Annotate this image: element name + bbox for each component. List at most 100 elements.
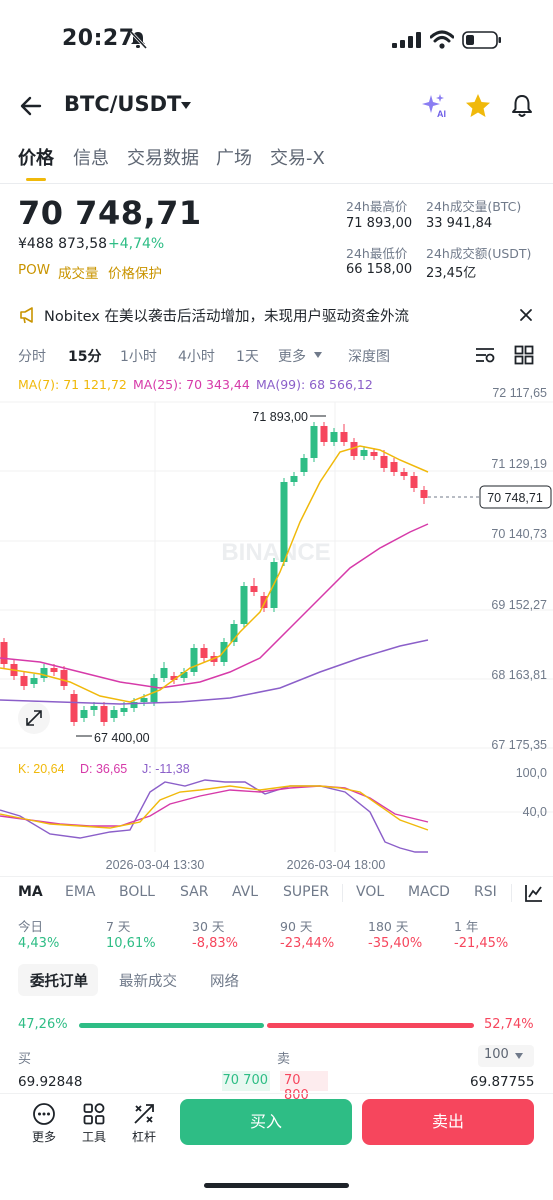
price-tick: 67 175,35 bbox=[491, 738, 547, 752]
leverage-label[interactable]: 杠杆 bbox=[131, 1130, 156, 1144]
ma99-legend: MA(99): 68 566,12 bbox=[256, 377, 373, 392]
layout-grid-icon[interactable] bbox=[514, 345, 534, 365]
indicator-settings-icon[interactable] bbox=[524, 883, 544, 903]
ind-super[interactable]: SUPER bbox=[283, 884, 330, 900]
ask-price[interactable]: 70 800 bbox=[280, 1071, 328, 1103]
interval-1h[interactable]: 1小时 bbox=[120, 349, 157, 365]
buy-button[interactable]: 买入 bbox=[180, 1099, 352, 1145]
current-price-label: 70 748,71 bbox=[487, 491, 543, 505]
tab-square[interactable]: 广场 bbox=[216, 148, 252, 169]
tab-recent-trades[interactable]: 最新成交 bbox=[119, 974, 177, 990]
megaphone-icon bbox=[20, 307, 33, 324]
tag-price-protection[interactable]: 价格保护 bbox=[108, 266, 162, 282]
signal-icon bbox=[392, 32, 421, 48]
perf-label: 1 年 bbox=[454, 919, 479, 934]
tag-volume[interactable]: 成交量 bbox=[58, 266, 99, 282]
perf-value: -8,83% bbox=[192, 936, 238, 951]
ind-vol[interactable]: VOL bbox=[356, 884, 385, 900]
pair-title[interactable]: BTC/USDT bbox=[64, 92, 182, 116]
candle-body bbox=[340, 432, 348, 442]
notification-bell-icon[interactable] bbox=[508, 92, 536, 120]
stat-low-label: 24h最低价 bbox=[346, 246, 408, 261]
ind-macd[interactable]: MACD bbox=[408, 884, 450, 900]
candle-body bbox=[420, 490, 428, 498]
tab-network[interactable]: 网络 bbox=[210, 974, 239, 990]
bid-qty: 69.92848 bbox=[18, 1074, 83, 1090]
tab-info[interactable]: 信息 bbox=[73, 148, 109, 169]
buy-ratio-bar bbox=[79, 1023, 264, 1028]
chevron-down-icon[interactable] bbox=[514, 1052, 524, 1060]
interval-timeline[interactable]: 分时 bbox=[18, 349, 46, 365]
tab-trade-x[interactable]: 交易-X bbox=[270, 148, 325, 169]
candle-body bbox=[230, 624, 238, 642]
news-headline[interactable]: Nobitex 在美以袭击后活动增加，未现用户驱动资金外流 bbox=[44, 309, 409, 325]
ind-sar[interactable]: SAR bbox=[180, 884, 209, 900]
ind-avl[interactable]: AVL bbox=[232, 884, 259, 900]
price-tick: 68 163,81 bbox=[491, 668, 547, 682]
more-icon[interactable] bbox=[32, 1102, 56, 1126]
candle-body bbox=[70, 694, 78, 722]
ind-boll[interactable]: BOLL bbox=[119, 884, 155, 900]
depth-select[interactable]: 100 bbox=[478, 1045, 534, 1067]
sell-button[interactable]: 卖出 bbox=[362, 1099, 534, 1145]
candle-body bbox=[240, 586, 248, 624]
leverage-icon[interactable] bbox=[132, 1102, 156, 1126]
candle-body bbox=[250, 586, 258, 592]
chart-settings-icon[interactable] bbox=[474, 345, 496, 365]
candle-body bbox=[260, 596, 268, 608]
candle-body bbox=[360, 450, 368, 456]
candle-body bbox=[140, 698, 148, 702]
close-icon[interactable] bbox=[516, 305, 536, 325]
expand-icon[interactable] bbox=[18, 702, 50, 734]
tools-icon[interactable] bbox=[82, 1102, 106, 1126]
buy-ratio: 47,26% bbox=[18, 1017, 68, 1032]
bid-label: 买 bbox=[18, 1052, 32, 1067]
ind-ema[interactable]: EMA bbox=[65, 884, 96, 900]
price-change: +4,74% bbox=[108, 236, 165, 252]
candlestick-chart[interactable]: BINANCE 72 117,65 71 129,19 70 140,73 69… bbox=[0, 372, 553, 872]
time-label: 2026-03-04 18:00 bbox=[287, 858, 386, 872]
tools-label[interactable]: 工具 bbox=[81, 1130, 106, 1144]
candle-body bbox=[180, 672, 188, 678]
status-time: 20:27 bbox=[62, 26, 135, 51]
tab-trading-data[interactable]: 交易数据 bbox=[127, 148, 199, 169]
low-marker: 67 400,00 bbox=[94, 731, 150, 745]
favorite-star-icon[interactable] bbox=[464, 92, 492, 120]
ind-ma[interactable]: MA bbox=[18, 884, 43, 900]
interval-depth[interactable]: 深度图 bbox=[348, 349, 390, 365]
back-arrow-icon[interactable] bbox=[18, 92, 46, 120]
interval-4h[interactable]: 4小时 bbox=[178, 349, 215, 365]
high-marker: 71 893,00 bbox=[252, 410, 308, 424]
kdj-j-line bbox=[0, 779, 428, 853]
candle-body bbox=[290, 476, 298, 482]
candle-body bbox=[80, 710, 88, 718]
candle-body bbox=[330, 432, 338, 442]
candle-body bbox=[190, 648, 198, 672]
divider bbox=[511, 884, 512, 902]
interval-more[interactable]: 更多 bbox=[278, 349, 306, 365]
candle-body bbox=[350, 442, 358, 456]
ai-sparkle-icon[interactable]: AI bbox=[420, 92, 448, 120]
tab-price[interactable]: 价格 bbox=[18, 148, 54, 169]
tab-order-book[interactable]: 委托订单 bbox=[30, 974, 88, 990]
candle-body bbox=[20, 676, 28, 686]
price-cny: ¥488 873,58 bbox=[18, 236, 108, 252]
bid-price[interactable]: 70 700 bbox=[222, 1071, 270, 1091]
more-label[interactable]: 更多 bbox=[31, 1130, 56, 1144]
ma7-line bbox=[0, 445, 429, 703]
candle-body bbox=[280, 482, 288, 562]
kdj-j-legend: J: -11,38 bbox=[142, 762, 190, 776]
chevron-down-icon[interactable] bbox=[180, 101, 192, 111]
candle-body bbox=[110, 710, 118, 718]
interval-15m[interactable]: 15分 bbox=[68, 349, 102, 365]
candle-body bbox=[150, 678, 158, 702]
stat-vol-btc-label: 24h成交量(BTC) bbox=[426, 199, 522, 214]
ma7-legend: MA(7): 71 121,72 bbox=[18, 377, 127, 392]
chevron-down-icon[interactable] bbox=[313, 351, 323, 359]
interval-1d[interactable]: 1天 bbox=[236, 349, 259, 365]
divider bbox=[0, 1093, 553, 1094]
perf-value: 4,43% bbox=[18, 936, 60, 951]
ind-rsi[interactable]: RSI bbox=[474, 884, 497, 900]
divider bbox=[0, 876, 553, 877]
tag-pow[interactable]: POW bbox=[18, 262, 51, 278]
